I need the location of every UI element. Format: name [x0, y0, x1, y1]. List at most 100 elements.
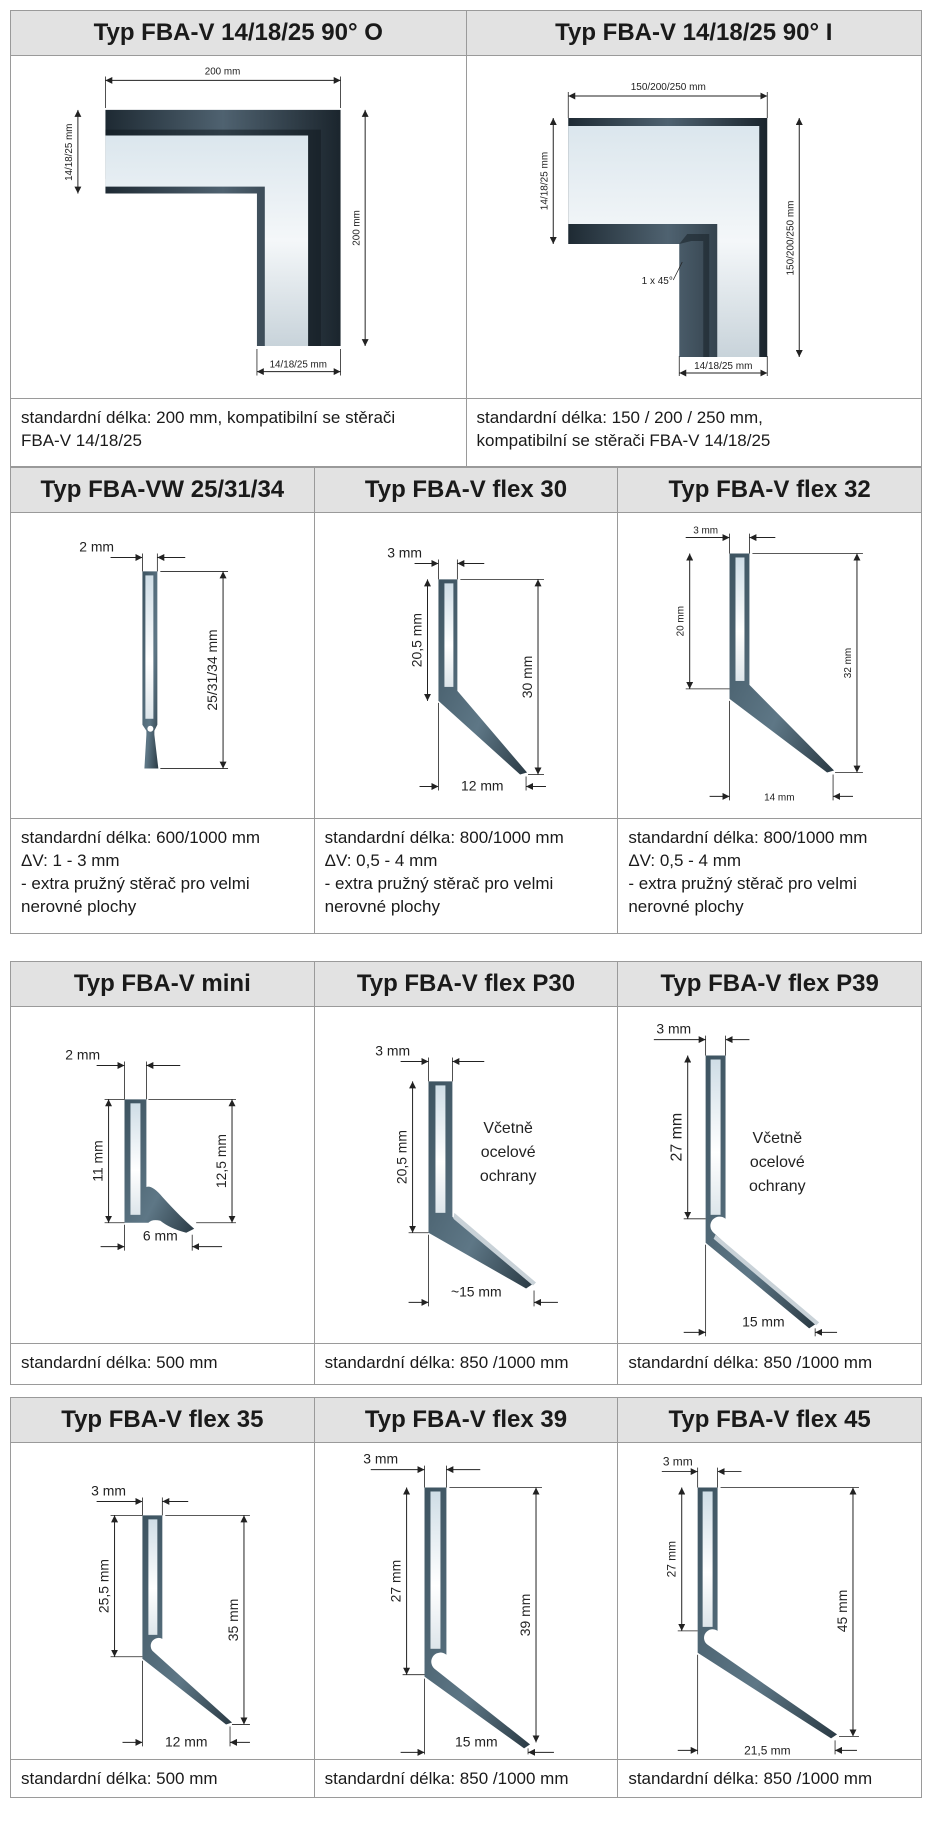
- dim-thickness: 2 mm: [65, 1047, 100, 1063]
- note-line: Včetně: [483, 1120, 533, 1137]
- dim-inner: 25,5 mm: [96, 1559, 112, 1613]
- desc-p30: standardní délka: 850 /1000 mm: [313, 1343, 619, 1385]
- dim-bottom: 14/18/25 mm: [270, 360, 327, 371]
- desc-line: nerovné plochy: [324, 897, 440, 916]
- dim-left: 14/18/25 mm: [539, 152, 550, 210]
- desc-line: standardní délka: 600/1000 mm: [21, 828, 261, 847]
- desc-line: ΔV: 0,5 - 4 mm: [324, 851, 438, 870]
- drawing-90-i: 150/200/250 mm 14/18/25 mm 150/200/250 m…: [465, 55, 922, 399]
- note-line: ocelové: [480, 1144, 535, 1161]
- row2-table: Typ FBA-VW 25/31/34 Typ FBA-V flex 30 Ty…: [10, 467, 922, 934]
- profile-vw-drawing: 2 mm 25/31/34 mm: [79, 539, 229, 769]
- desc-line: standardní délka: 500 mm: [21, 1769, 218, 1788]
- dim-inner: 27 mm: [665, 1541, 679, 1578]
- dim-top: 150/200/250 mm: [630, 82, 705, 93]
- desc-line: - extra pružný stěrač pro velmi: [628, 874, 857, 893]
- profile-body: [428, 1081, 532, 1289]
- dim-right: 200 mm: [351, 210, 362, 246]
- product-title: Typ FBA-V flex 39: [364, 1406, 568, 1433]
- dim-foot: 15 mm: [455, 1733, 498, 1749]
- profile-body: [705, 1055, 816, 1329]
- desc-line: ΔV: 0,5 - 4 mm: [628, 851, 742, 870]
- profile-flex35-drawing: 3 mm 25,5 mm 35 mm 12 mm: [91, 1482, 250, 1749]
- cell-title-vw: Typ FBA-VW 25/31/34: [10, 467, 315, 513]
- cell-title-mini: Typ FBA-V mini: [10, 961, 315, 1007]
- note-line: Včetně: [753, 1130, 803, 1147]
- dim-thickness: 3 mm: [375, 1043, 410, 1059]
- drawing-vw: 2 mm 25/31/34 mm: [10, 512, 315, 819]
- desc-line: standardní délka: 850 /1000 mm: [324, 1769, 569, 1788]
- profile-body: [729, 553, 835, 773]
- desc-line: - extra pružný stěrač pro velmi: [21, 874, 250, 893]
- desc-line: standardní délka: 500 mm: [21, 1353, 218, 1372]
- product-title: Typ FBA-V 14/18/25 90° I: [555, 19, 833, 46]
- dim-height: 45 mm: [834, 1590, 850, 1633]
- cell-title-flex32: Typ FBA-V flex 32: [617, 467, 922, 513]
- drawing-mini: 2 mm 11 mm 12,5 mm 6 mm: [10, 1006, 315, 1344]
- desc-90-o: standardní délka: 200 mm, kompatibilní s…: [10, 398, 467, 467]
- desc-line: - extra pružný stěrač pro velmi: [324, 874, 554, 893]
- drawing-flex35: 3 mm 25,5 mm 35 mm 12 mm: [10, 1442, 315, 1760]
- dim-thickness: 3 mm: [657, 1021, 692, 1037]
- drawing-flex39: 3 mm 27 mm 39 mm 15 mm: [313, 1442, 619, 1760]
- desc-flex32: standardní délka: 800/1000 mm ΔV: 0,5 - …: [617, 818, 922, 934]
- drawing-p39: 3 mm 27 mm Včetně ocelové ochrany 15 mm: [617, 1006, 922, 1344]
- dim-inner: 20,5 mm: [408, 613, 424, 667]
- dim-height: 32 mm: [843, 648, 854, 678]
- dim-inner: 11 mm: [90, 1140, 106, 1182]
- cell-title-p39: Typ FBA-V flex P39: [617, 961, 922, 1007]
- dim-inner: 20,5 mm: [393, 1130, 409, 1184]
- dim-inner: 20 mm: [676, 606, 687, 636]
- profile-body: [124, 1099, 195, 1233]
- desc-mini: standardní délka: 500 mm: [10, 1343, 315, 1385]
- dim-foot: 6 mm: [143, 1228, 178, 1244]
- dim-height: 39 mm: [517, 1594, 533, 1637]
- product-title: Typ FBA-V mini: [73, 970, 251, 997]
- profile-flex39-drawing: 3 mm 27 mm 39 mm 15 mm: [363, 1451, 554, 1756]
- desc-flex45: standardní délka: 850 /1000 mm: [617, 1759, 922, 1798]
- dim-foot: 14 mm: [764, 792, 794, 803]
- profile-p30-drawing: 3 mm 20,5 mm Včetně ocelové ochrany ~15 …: [375, 1043, 558, 1307]
- note-line: ochrany: [480, 1168, 537, 1185]
- dim-right: 150/200/250 mm: [785, 200, 796, 275]
- dim-height: 35 mm: [225, 1599, 241, 1642]
- dim-thickness: 3 mm: [694, 526, 719, 537]
- desc-line: standardní délka: 200 mm, kompatibilní s…: [21, 408, 396, 427]
- product-title: Typ FBA-V flex 45: [668, 1406, 871, 1433]
- profile-flex32-drawing: 3 mm 20 mm 32 mm 14 mm: [676, 526, 864, 803]
- desc-line: nerovné plochy: [21, 897, 137, 916]
- dim-thickness: 3 mm: [363, 1451, 398, 1467]
- row4-table: Typ FBA-V flex 35 Typ FBA-V flex 39 Typ …: [10, 1397, 922, 1798]
- drawing-p30: 3 mm 20,5 mm Včetně ocelové ochrany ~15 …: [313, 1006, 619, 1344]
- profile-body: [142, 1515, 233, 1725]
- dim-inner: 27 mm: [669, 1113, 686, 1162]
- note-line: ochrany: [749, 1178, 806, 1195]
- desc-flex30: standardní délka: 800/1000 mm ΔV: 0,5 - …: [313, 818, 619, 934]
- product-title: Typ FBA-V flex P30: [356, 970, 576, 997]
- dim-height: 30 mm: [519, 656, 535, 699]
- desc-line: standardní délka: 850 /1000 mm: [628, 1353, 873, 1372]
- cell-title-flex39: Typ FBA-V flex 39: [313, 1397, 619, 1443]
- cell-title-90-i: Typ FBA-V 14/18/25 90° I: [465, 10, 922, 56]
- profile-mini-drawing: 2 mm 11 mm 12,5 mm 6 mm: [65, 1047, 237, 1251]
- drawing-flex30: 3 mm 20,5 mm 30 mm 12 mm: [313, 512, 619, 819]
- row1-table: Typ FBA-V 14/18/25 90° O Typ FBA-V 14/18…: [10, 10, 922, 467]
- note-line: ocelové: [750, 1154, 805, 1171]
- cell-title-flex30: Typ FBA-V flex 30: [313, 467, 619, 513]
- profile-flex45-drawing: 3 mm 27 mm 45 mm 21,5 mm: [662, 1455, 860, 1757]
- dim-foot: ~15 mm: [451, 1283, 502, 1299]
- cell-title-p30: Typ FBA-V flex P30: [313, 961, 619, 1007]
- desc-line: standardní délka: 800/1000 mm: [324, 828, 564, 847]
- desc-line: ΔV: 1 - 3 mm: [21, 851, 120, 870]
- product-title: Typ FBA-V flex 35: [61, 1406, 264, 1433]
- dim-top: 200 mm: [205, 67, 241, 78]
- desc-line: standardní délka: 850 /1000 mm: [324, 1353, 569, 1372]
- product-title: Typ FBA-V flex 32: [668, 476, 871, 503]
- dim-inner: 27 mm: [387, 1560, 403, 1603]
- desc-flex35: standardní délka: 500 mm: [10, 1759, 315, 1798]
- steel-protection: [453, 1212, 536, 1286]
- dim-thickness: 3 mm: [91, 1482, 126, 1498]
- profile-body: [697, 1487, 838, 1739]
- desc-90-i: standardní délka: 150 / 200 / 250 mm, ko…: [465, 398, 922, 467]
- desc-line: FBA-V 14/18/25: [21, 431, 142, 450]
